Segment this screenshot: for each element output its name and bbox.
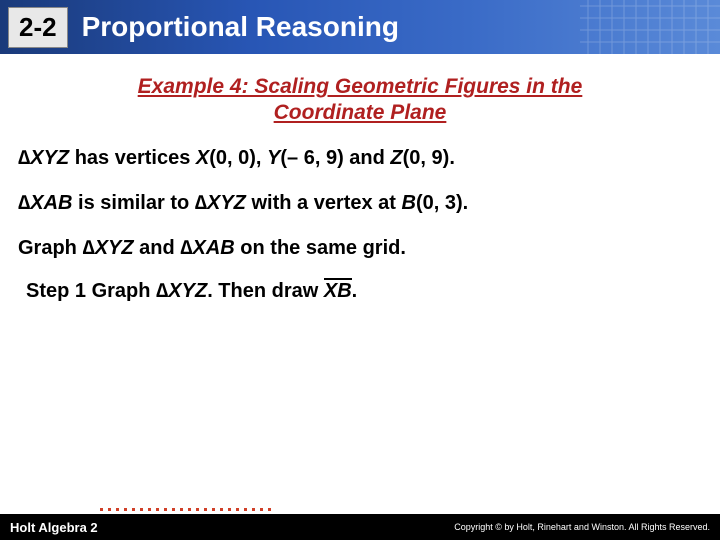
textbook-name: Holt Algebra 2: [10, 520, 98, 535]
triangle-xyz: XYZ: [95, 237, 134, 259]
vertex-x: X: [196, 147, 209, 169]
step-1: Step 1 Graph ∆XYZ. Then draw XB.: [26, 280, 702, 303]
vertex-z: Z: [390, 147, 402, 169]
paragraph-1: ∆XYZ has vertices X(0, 0), Y(– 6, 9) and…: [18, 145, 702, 172]
text: Graph ∆: [18, 237, 95, 259]
vertex-y: Y: [267, 147, 280, 169]
text: . Then draw: [207, 280, 324, 302]
segment-label: XB: [324, 280, 352, 302]
coord: (– 6, 9) and: [280, 147, 390, 169]
example-title-line1: Example 4: Scaling Geometric Figures in …: [138, 75, 583, 98]
text: Graph ∆: [86, 280, 168, 302]
text: .: [352, 280, 358, 302]
header-grid-pattern: [580, 0, 720, 54]
paragraph-3: Graph ∆XYZ and ∆XAB on the same grid.: [18, 235, 702, 262]
copyright-text: Copyright © by Holt, Rinehart and Winsto…: [454, 522, 710, 532]
text: is similar to ∆: [72, 192, 207, 214]
triangle-xyz: XYZ: [30, 147, 69, 169]
overbar: [324, 278, 352, 280]
coord: (0, 9).: [403, 147, 455, 169]
lesson-title: Proportional Reasoning: [82, 11, 399, 43]
footer-dots-decoration: [0, 504, 280, 514]
section-number-badge: 2-2: [8, 7, 68, 48]
delta-symbol: ∆: [18, 147, 30, 169]
text: has vertices: [69, 147, 196, 169]
coord: (0, 0),: [209, 147, 267, 169]
text: with a vertex at: [246, 192, 402, 214]
example-title: Example 4: Scaling Geometric Figures in …: [48, 74, 672, 127]
coord: (0, 3).: [416, 192, 468, 214]
example-title-line2: Coordinate Plane: [274, 101, 447, 124]
slide-header: 2-2 Proportional Reasoning: [0, 0, 720, 54]
text: and ∆: [134, 237, 193, 259]
step-label: Step 1: [26, 280, 86, 302]
slide-footer: Holt Algebra 2 Copyright © by Holt, Rine…: [0, 514, 720, 540]
triangle-xab: XAB: [30, 192, 72, 214]
vertex-b: B: [402, 192, 416, 214]
segment-xb: XB: [324, 280, 352, 303]
paragraph-2: ∆XAB is similar to ∆XYZ with a vertex at…: [18, 190, 702, 217]
text: on the same grid.: [235, 237, 406, 259]
triangle-xyz: XYZ: [207, 192, 246, 214]
triangle-xyz: XYZ: [168, 280, 207, 302]
delta-symbol: ∆: [18, 192, 30, 214]
slide-content: Example 4: Scaling Geometric Figures in …: [0, 54, 720, 303]
triangle-xab: XAB: [193, 237, 235, 259]
